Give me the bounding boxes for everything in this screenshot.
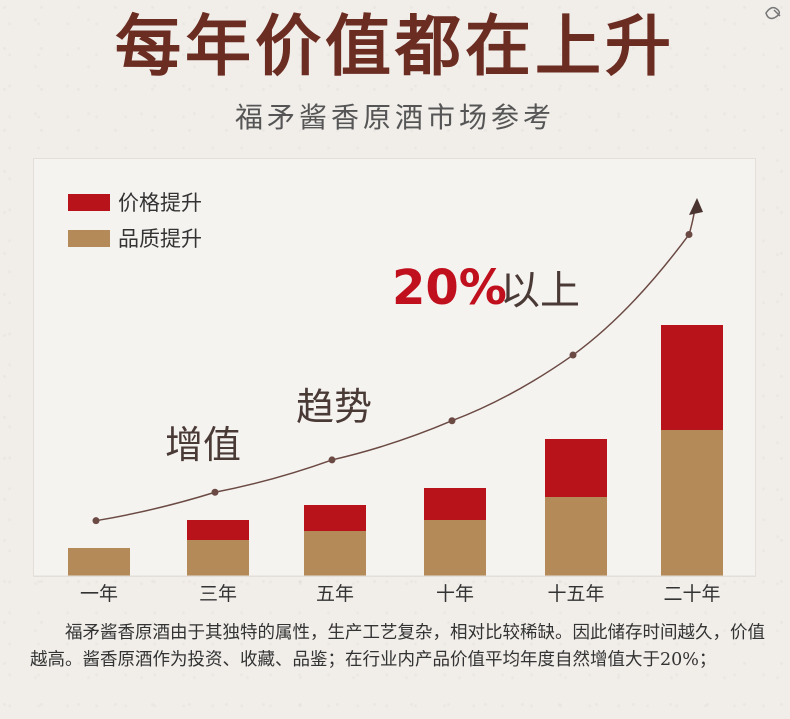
bar-price-5 [661,325,723,430]
page-title: 每年价值都在上升 [115,7,675,85]
annotation-zengzhi: 增值 [165,423,241,467]
trend-point-1 [211,488,219,496]
bar-price-2 [304,505,366,531]
corner-ornament [765,6,781,20]
bar-price-3 [424,488,486,520]
x-tick-label-5: 二十年 [663,583,720,605]
trend-arrow-head [689,198,703,215]
page-subtitle: 福矛酱香原酒市场参考 [234,101,555,134]
x-tick-label-4: 十五年 [547,583,604,605]
trend-point-2 [328,456,336,464]
x-tick-label-3: 十年 [436,583,474,605]
bar-quality-5 [661,430,723,576]
chart-legend: 价格提升 品质提升 [68,187,202,259]
bar-quality-3 [424,520,486,576]
bar-quality-4 [545,497,607,576]
bar-quality-0 [68,548,130,576]
annotation-highlight-value: 20% [392,260,507,316]
legend-swatch-price [68,193,110,211]
description-paragraph: 福矛酱香原酒由于其独特的属性，生产工艺复杂，相对比较稀缺。因此储存时间越久，价值… [30,623,765,670]
x-tick-label-1: 三年 [199,583,237,605]
bar-quality-1 [187,540,249,576]
bar-price-1 [187,520,249,540]
chart-panel [33,158,756,577]
bar-quality-2 [304,531,366,576]
x-tick-label-2: 五年 [316,583,354,605]
bar-price-4 [545,439,607,497]
legend-item-quality: 品质提升 [68,223,202,253]
legend-label-quality: 品质提升 [118,227,202,251]
annotation-highlight-suffix: 以上 [500,268,580,314]
annotation-qushi: 趋势 [296,385,372,429]
legend-swatch-quality [68,229,110,247]
trend-point-0 [92,517,100,525]
trend-point-5 [685,231,693,239]
trend-point-4 [569,351,577,359]
legend-item-price: 价格提升 [68,187,202,217]
legend-label-price: 价格提升 [118,191,202,215]
trend-point-3 [448,417,456,425]
x-tick-label-0: 一年 [80,583,118,605]
